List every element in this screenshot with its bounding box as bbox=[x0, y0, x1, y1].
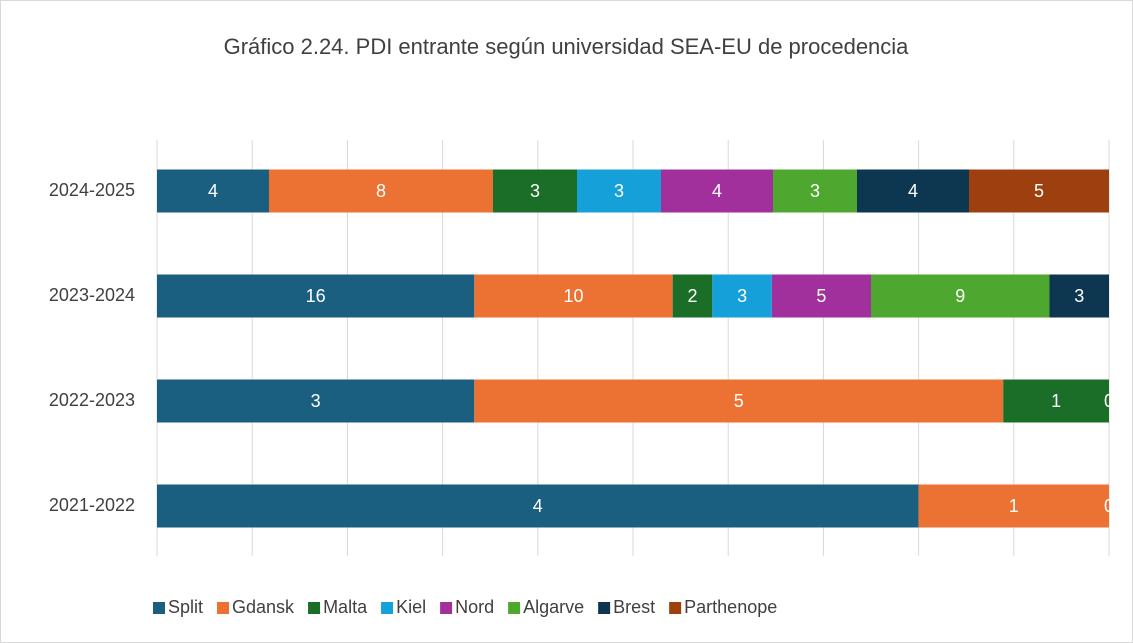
bar-segment bbox=[857, 169, 969, 213]
bar-segment bbox=[672, 274, 713, 318]
bar-segment bbox=[577, 169, 661, 213]
data-label: 3 bbox=[1074, 286, 1084, 306]
bar-segment bbox=[771, 274, 871, 318]
y-tick-label: 2022-2023 bbox=[49, 390, 135, 410]
bar-segment bbox=[918, 484, 1109, 528]
data-label: 5 bbox=[816, 286, 826, 306]
legend-label: Gdansk bbox=[232, 597, 295, 617]
data-label: 10 bbox=[563, 286, 583, 306]
bar-segment bbox=[474, 274, 673, 318]
legend-label: Malta bbox=[323, 597, 368, 617]
bar-segment bbox=[157, 379, 475, 423]
bar-segment bbox=[773, 169, 857, 213]
legend-label: Brest bbox=[613, 597, 655, 617]
bar-segment bbox=[712, 274, 772, 318]
data-label: 1 bbox=[1009, 496, 1019, 516]
legend-swatch bbox=[153, 602, 165, 614]
legend-swatch bbox=[308, 602, 321, 614]
bar-segment bbox=[474, 379, 1004, 423]
legend-label: Algarve bbox=[523, 597, 584, 617]
bar-segment bbox=[493, 169, 577, 213]
data-label: 2 bbox=[687, 286, 697, 306]
legend-swatch bbox=[217, 602, 230, 614]
data-label: 8 bbox=[376, 181, 386, 201]
legend-swatch bbox=[598, 602, 611, 614]
data-label: 1 bbox=[1051, 391, 1061, 411]
bars: 4 8 3 3 4 3 4 516 10 2 3 5 9 33 5 1 04 1 0 bbox=[157, 169, 1114, 528]
legend-swatch bbox=[440, 602, 453, 614]
bar-segment bbox=[157, 484, 919, 528]
data-label: 3 bbox=[614, 181, 624, 201]
data-label: 3 bbox=[530, 181, 540, 201]
legend-swatch bbox=[669, 602, 682, 614]
bar-segment bbox=[269, 169, 493, 213]
bar-segment bbox=[1049, 274, 1109, 318]
data-label: 4 bbox=[712, 181, 722, 201]
bar-segment bbox=[157, 169, 269, 213]
data-label: 9 bbox=[955, 286, 965, 306]
data-label: 3 bbox=[737, 286, 747, 306]
data-label: 4 bbox=[908, 181, 918, 201]
y-tick-label: 2021-2022 bbox=[49, 495, 135, 515]
data-label: 0 bbox=[1104, 496, 1114, 516]
data-label: 3 bbox=[810, 181, 820, 201]
bar-segment bbox=[1003, 379, 1109, 423]
bar-segment bbox=[661, 169, 773, 213]
chart-title: Gráfico 2.24. PDI entrante según univers… bbox=[224, 34, 910, 59]
legend-label: Split bbox=[168, 597, 203, 617]
data-label: 3 bbox=[311, 391, 321, 411]
legend: Split Gdansk Malta Kiel Nord Algarve Brest Part… bbox=[153, 597, 777, 617]
legend-label: Kiel bbox=[396, 597, 426, 617]
data-label: 4 bbox=[208, 181, 218, 201]
legend-swatch bbox=[381, 602, 394, 614]
data-label: 0 bbox=[1104, 391, 1114, 411]
data-label: 16 bbox=[306, 286, 326, 306]
y-tick-label: 2024-2025 bbox=[49, 180, 135, 200]
y-tick-label: 2023-2024 bbox=[49, 285, 135, 305]
bar-segment bbox=[157, 274, 475, 318]
bar-segment bbox=[871, 274, 1050, 318]
data-label: 4 bbox=[533, 496, 543, 516]
legend-swatch bbox=[508, 602, 521, 614]
data-label: 5 bbox=[1034, 181, 1044, 201]
legend-label: Nord bbox=[455, 597, 494, 617]
bar-segment bbox=[969, 169, 1109, 213]
legend-label: Parthenope bbox=[684, 597, 777, 617]
data-label: 5 bbox=[734, 391, 744, 411]
